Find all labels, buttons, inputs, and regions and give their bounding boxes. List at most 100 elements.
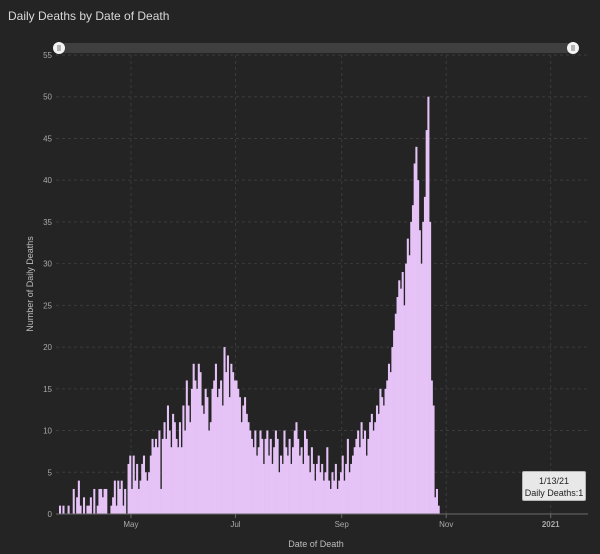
bar[interactable] <box>280 455 283 514</box>
bar[interactable] <box>377 413 380 514</box>
bar[interactable] <box>233 380 236 514</box>
bar[interactable] <box>432 405 435 514</box>
bar[interactable] <box>185 380 188 514</box>
bar[interactable] <box>435 488 438 514</box>
bar[interactable] <box>249 430 252 514</box>
bar[interactable] <box>166 405 169 514</box>
bar[interactable] <box>134 480 137 514</box>
bar[interactable] <box>394 313 397 514</box>
bar[interactable] <box>244 397 247 514</box>
bar[interactable] <box>93 488 96 514</box>
bar[interactable] <box>405 263 408 514</box>
bar[interactable] <box>158 430 161 514</box>
bar[interactable] <box>149 455 152 514</box>
bar[interactable] <box>225 372 228 514</box>
bar[interactable] <box>429 221 432 514</box>
bar[interactable] <box>437 505 440 514</box>
bar[interactable] <box>413 163 416 515</box>
bar[interactable] <box>137 488 140 514</box>
bar[interactable] <box>154 438 158 514</box>
bar[interactable] <box>204 388 207 514</box>
bar[interactable] <box>348 472 351 514</box>
bar[interactable] <box>178 422 181 514</box>
bar[interactable] <box>259 430 262 514</box>
bar[interactable] <box>363 430 367 514</box>
bar[interactable] <box>264 438 267 514</box>
bar[interactable] <box>100 488 103 514</box>
bar[interactable] <box>415 146 418 515</box>
bar[interactable] <box>274 430 277 514</box>
bar[interactable] <box>351 455 355 514</box>
bar[interactable] <box>261 438 264 514</box>
bar[interactable] <box>89 497 92 514</box>
bar[interactable] <box>293 430 296 514</box>
bar[interactable] <box>358 447 361 514</box>
bar[interactable] <box>163 422 166 514</box>
bar[interactable] <box>283 430 286 514</box>
bar[interactable] <box>199 372 202 514</box>
bar[interactable] <box>271 463 274 514</box>
bar[interactable] <box>423 196 426 514</box>
bar[interactable] <box>262 463 265 514</box>
bar[interactable] <box>286 455 289 514</box>
bar[interactable] <box>257 447 260 514</box>
bar[interactable] <box>350 463 353 514</box>
bar[interactable] <box>298 455 301 514</box>
bar[interactable] <box>230 363 233 514</box>
bar[interactable] <box>322 480 325 514</box>
bar[interactable] <box>122 505 125 514</box>
bar[interactable] <box>168 430 171 514</box>
bar[interactable] <box>144 472 147 514</box>
bar[interactable] <box>86 505 89 514</box>
bar[interactable] <box>273 447 276 514</box>
bar[interactable] <box>98 488 101 514</box>
bar[interactable] <box>362 438 365 514</box>
bar[interactable] <box>223 347 226 514</box>
bar[interactable] <box>113 480 116 514</box>
bar[interactable] <box>190 388 193 514</box>
bar[interactable] <box>391 347 394 514</box>
bar[interactable] <box>422 221 425 514</box>
bar[interactable] <box>101 497 104 514</box>
bar[interactable] <box>124 488 127 514</box>
bar[interactable] <box>228 397 231 514</box>
range-slider-track[interactable] <box>59 43 573 53</box>
bar[interactable] <box>240 422 243 514</box>
bar[interactable] <box>139 480 142 514</box>
bar[interactable] <box>132 455 135 514</box>
bar[interactable] <box>194 380 197 514</box>
bar[interactable] <box>281 463 284 514</box>
bar[interactable] <box>151 438 154 514</box>
bar[interactable] <box>216 397 219 514</box>
bar[interactable] <box>285 447 288 514</box>
bar[interactable] <box>396 297 399 514</box>
bar[interactable] <box>345 463 348 514</box>
bar[interactable] <box>434 497 437 514</box>
bar[interactable] <box>290 463 293 514</box>
bar[interactable] <box>427 96 430 514</box>
bar[interactable] <box>312 463 315 514</box>
bar[interactable] <box>327 480 331 514</box>
bar[interactable] <box>334 463 337 514</box>
bar[interactable] <box>305 438 308 514</box>
bar[interactable] <box>226 355 229 514</box>
bar[interactable] <box>180 447 183 514</box>
bar[interactable] <box>387 363 391 514</box>
bar[interactable] <box>110 505 113 514</box>
bar[interactable] <box>269 438 272 514</box>
bar[interactable] <box>410 221 413 514</box>
bar[interactable] <box>187 405 190 514</box>
bar[interactable] <box>72 488 75 514</box>
bar[interactable] <box>170 447 173 514</box>
bar[interactable] <box>254 430 257 514</box>
bar[interactable] <box>324 472 327 514</box>
bar[interactable] <box>406 238 409 514</box>
bar[interactable] <box>79 505 82 514</box>
bar[interactable] <box>288 438 291 514</box>
bar[interactable] <box>336 488 339 514</box>
bar[interactable] <box>374 422 377 514</box>
bar[interactable] <box>370 413 373 514</box>
bar[interactable] <box>276 438 279 514</box>
bar[interactable] <box>105 488 108 514</box>
bar[interactable] <box>403 305 406 514</box>
